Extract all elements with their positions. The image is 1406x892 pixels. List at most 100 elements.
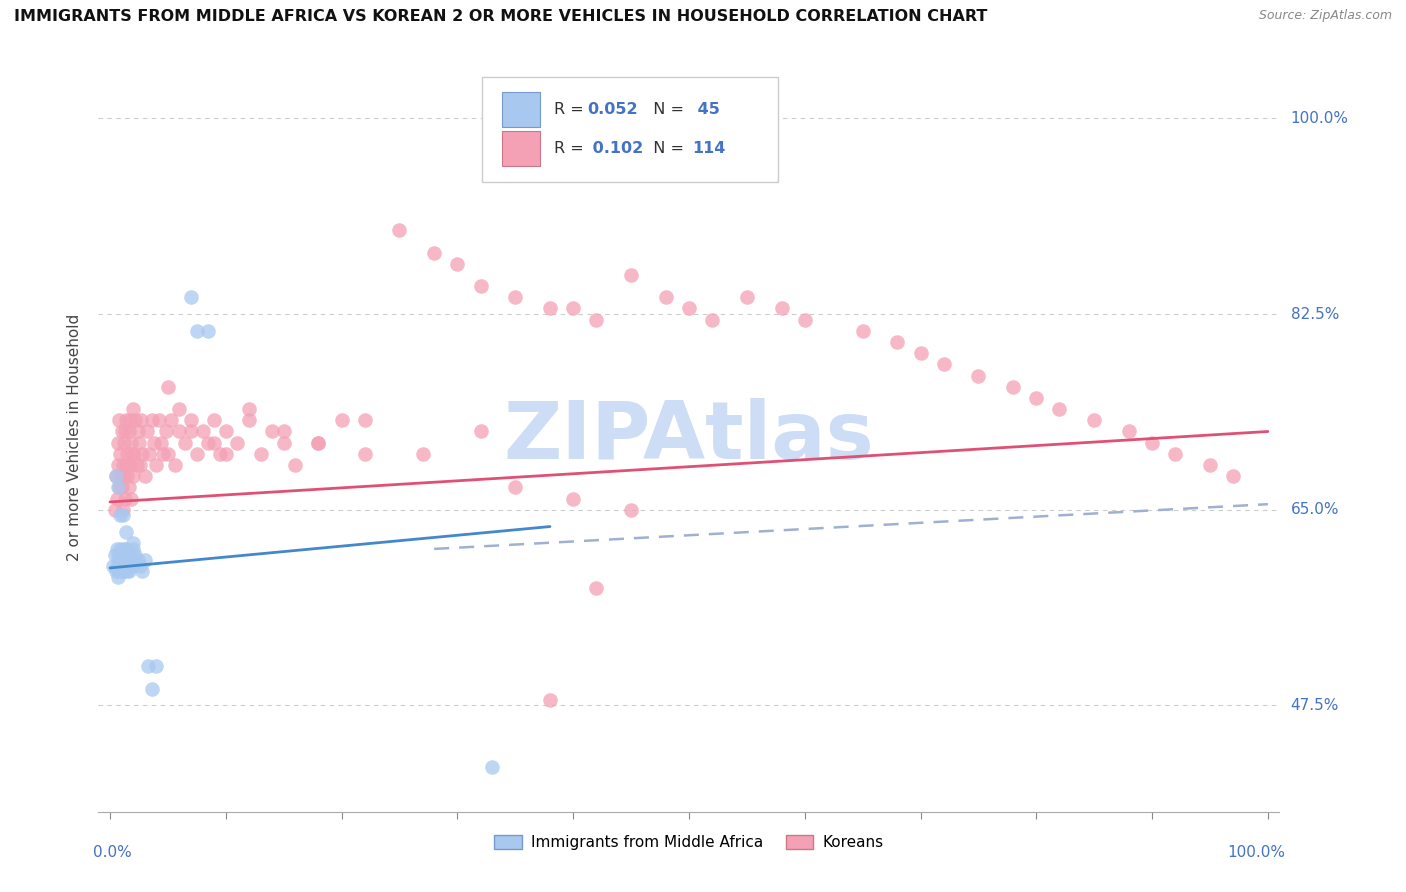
Point bbox=[124, 447, 146, 461]
Point bbox=[114, 491, 136, 506]
Point bbox=[1002, 380, 1025, 394]
Point bbox=[131, 447, 153, 461]
Point bbox=[238, 413, 260, 427]
Point bbox=[180, 413, 202, 427]
Point bbox=[129, 458, 152, 472]
Point bbox=[1140, 435, 1163, 450]
Point bbox=[481, 760, 503, 774]
Y-axis label: 2 or more Vehicles in Household: 2 or more Vehicles in Household bbox=[67, 313, 83, 561]
Point bbox=[104, 469, 127, 483]
Point bbox=[735, 290, 758, 304]
Point bbox=[114, 548, 136, 562]
Point bbox=[117, 558, 139, 573]
Point bbox=[215, 447, 238, 461]
Point bbox=[1164, 447, 1187, 461]
Point bbox=[156, 380, 179, 394]
Point bbox=[169, 425, 191, 439]
Point bbox=[169, 402, 191, 417]
Point bbox=[145, 458, 167, 472]
Point bbox=[1222, 469, 1244, 483]
Point bbox=[180, 290, 202, 304]
Point bbox=[215, 425, 238, 439]
Point bbox=[423, 245, 446, 260]
Point bbox=[186, 324, 208, 338]
Point bbox=[620, 502, 643, 516]
Point bbox=[793, 312, 815, 326]
Point bbox=[112, 541, 135, 556]
Point bbox=[180, 425, 202, 439]
Point bbox=[149, 435, 172, 450]
Point bbox=[110, 469, 132, 483]
Point bbox=[121, 558, 143, 573]
Text: R =: R = bbox=[554, 103, 589, 117]
Point bbox=[110, 508, 132, 523]
Point bbox=[134, 469, 156, 483]
Point bbox=[1025, 391, 1047, 405]
Point bbox=[105, 541, 128, 556]
Point bbox=[152, 447, 174, 461]
Point bbox=[120, 491, 142, 506]
Point bbox=[104, 502, 127, 516]
Point bbox=[114, 425, 136, 439]
Text: 45: 45 bbox=[693, 103, 720, 117]
Point bbox=[186, 447, 208, 461]
Point bbox=[470, 279, 492, 293]
Point bbox=[110, 541, 132, 556]
Point bbox=[886, 334, 908, 349]
Point bbox=[115, 413, 138, 427]
Point bbox=[115, 525, 138, 540]
Point bbox=[110, 558, 132, 573]
Point bbox=[117, 564, 139, 578]
Point bbox=[104, 564, 127, 578]
FancyBboxPatch shape bbox=[482, 78, 778, 182]
Point bbox=[129, 413, 152, 427]
Point bbox=[108, 413, 131, 427]
Point bbox=[125, 458, 148, 472]
Point bbox=[273, 425, 295, 439]
Point bbox=[197, 324, 219, 338]
Point bbox=[620, 268, 643, 282]
Point bbox=[136, 425, 159, 439]
Point bbox=[678, 301, 700, 316]
Point bbox=[110, 447, 132, 461]
Point bbox=[284, 458, 307, 472]
Point bbox=[108, 553, 131, 567]
Point bbox=[307, 435, 329, 450]
Point bbox=[112, 435, 135, 450]
Point bbox=[770, 301, 793, 316]
Point bbox=[112, 564, 135, 578]
Point bbox=[104, 548, 127, 562]
Bar bbox=[502, 93, 540, 127]
Text: R =: R = bbox=[554, 141, 589, 156]
Point bbox=[585, 312, 607, 326]
Point bbox=[127, 425, 149, 439]
Point bbox=[226, 435, 249, 450]
Point bbox=[700, 312, 723, 326]
Point bbox=[110, 553, 132, 567]
Point bbox=[174, 435, 197, 450]
Point bbox=[655, 290, 678, 304]
Text: 0.0%: 0.0% bbox=[93, 846, 131, 861]
Point bbox=[120, 435, 142, 450]
Point bbox=[111, 548, 134, 562]
Point bbox=[967, 368, 990, 383]
Point bbox=[538, 693, 561, 707]
Text: 0.102: 0.102 bbox=[588, 141, 644, 156]
Point bbox=[112, 469, 135, 483]
Point bbox=[120, 553, 142, 567]
Point bbox=[307, 435, 329, 450]
Point bbox=[249, 447, 271, 461]
Point bbox=[138, 447, 160, 461]
Point bbox=[1118, 425, 1140, 439]
Point bbox=[208, 447, 231, 461]
Text: Source: ZipAtlas.com: Source: ZipAtlas.com bbox=[1258, 9, 1392, 22]
Point bbox=[148, 413, 170, 427]
Point bbox=[585, 581, 607, 595]
Point bbox=[262, 425, 284, 439]
Point bbox=[107, 435, 129, 450]
Point bbox=[111, 558, 134, 573]
Bar bbox=[502, 131, 540, 166]
Text: ZIPAtlas: ZIPAtlas bbox=[503, 398, 875, 476]
Point bbox=[111, 502, 134, 516]
Text: 47.5%: 47.5% bbox=[1291, 698, 1339, 713]
